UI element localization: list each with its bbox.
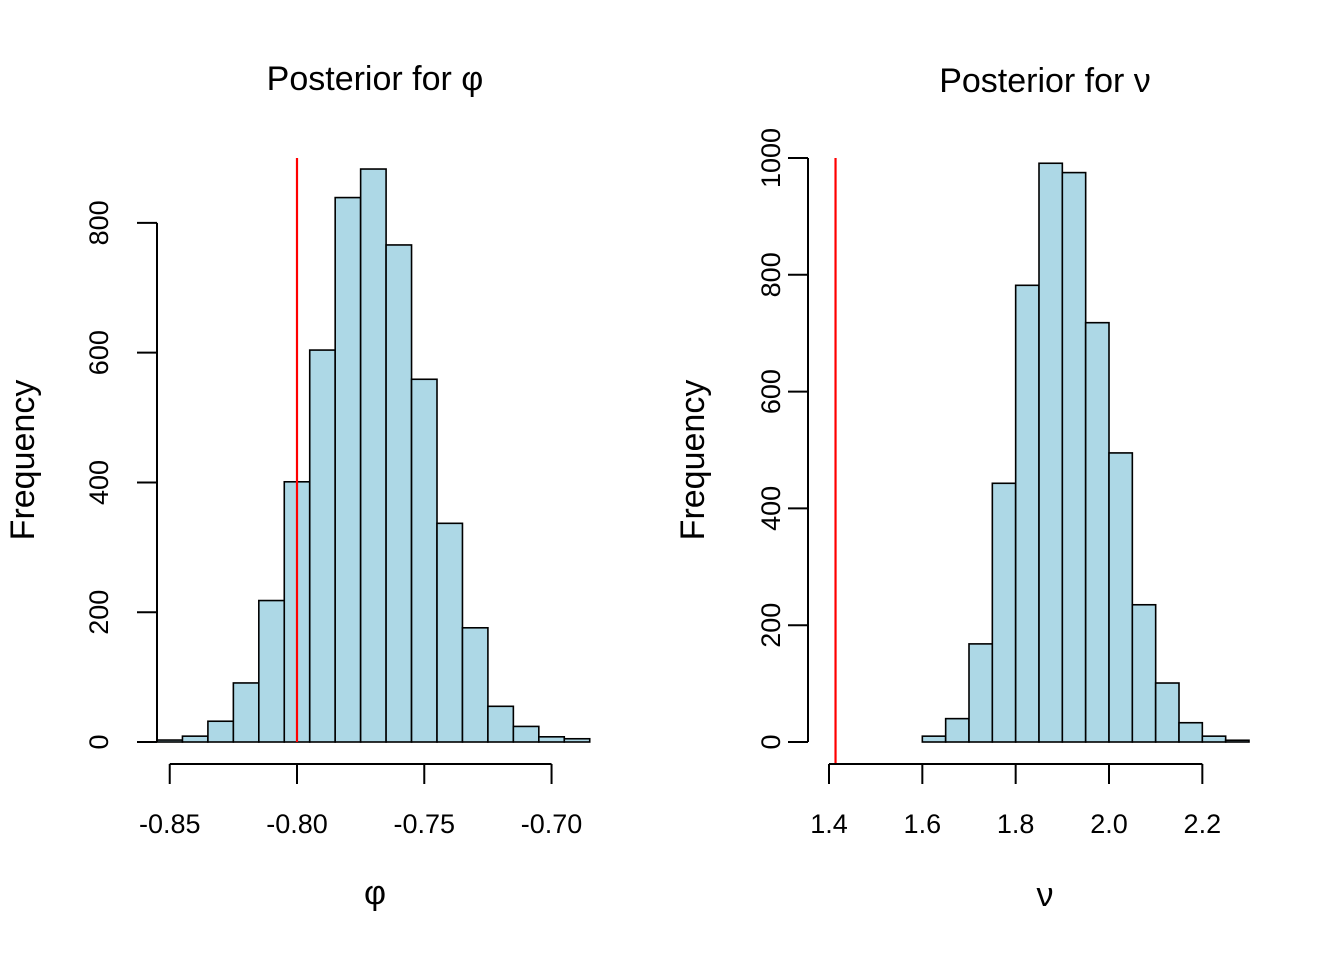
y-tick-label: 400	[756, 486, 786, 531]
x-tick-label: -0.85	[139, 809, 201, 839]
histogram-bar	[1178, 721, 1204, 743]
y-axis: 0 200 400 600 800	[84, 200, 158, 750]
histogram-bar	[1014, 284, 1040, 743]
y-tick-label: 800	[84, 200, 114, 245]
x-tick-label: -0.80	[266, 809, 328, 839]
histogram-bar	[258, 599, 286, 743]
x-axis: 1.4 1.6 1.8 2.0 2.2	[810, 763, 1222, 839]
x-tick-label: 1.4	[810, 809, 848, 839]
histogram-bar	[1038, 162, 1064, 743]
histogram-bar	[991, 482, 1017, 743]
y-tick-label: 200	[84, 590, 114, 635]
bars	[921, 162, 1250, 743]
x-tick-label: 2.2	[1184, 809, 1222, 839]
histogram-bar	[512, 725, 540, 743]
histogram-bar	[232, 682, 260, 743]
histogram-bar	[1131, 603, 1157, 743]
histogram-bar	[563, 737, 591, 743]
x-tick-label: -0.70	[521, 809, 583, 839]
histogram-bar	[359, 168, 387, 743]
y-tick-label: 400	[84, 460, 114, 505]
histogram-bar	[487, 705, 515, 743]
histogram-bar	[1154, 682, 1180, 743]
y-axis: 0 200 400 600 800 1000	[756, 128, 809, 750]
x-tick-label: 1.6	[904, 809, 942, 839]
histogram-bar	[1084, 321, 1110, 743]
histogram-bar	[968, 643, 994, 743]
nu-histogram-panel: Posterior for ν ν Frequency 1.4 1.6 1.8 2.0…	[674, 62, 1250, 914]
histogram-bar	[385, 244, 413, 743]
bars	[156, 168, 591, 743]
histogram-bar	[1108, 452, 1134, 743]
histogram-bar	[436, 522, 464, 743]
histogram-bar	[1201, 735, 1227, 743]
y-tick-label: 200	[756, 603, 786, 648]
y-tick-label: 600	[84, 330, 114, 375]
y-tick-label: 1000	[756, 128, 786, 188]
x-tick-label: 2.0	[1090, 809, 1128, 839]
histogram-bar	[944, 717, 970, 743]
histogram-bar	[410, 378, 438, 743]
chart-title: Posterior for φ	[267, 60, 484, 98]
histogram-bar	[461, 626, 489, 743]
histogram-bar	[538, 736, 566, 743]
y-axis-label: Frequency	[4, 380, 42, 541]
histogram-bar	[308, 349, 336, 743]
phi-histogram-panel: Posterior for φ φ Frequency -0.85 -0.80 -0…	[4, 60, 591, 912]
histogram-bar	[921, 735, 947, 743]
histogram-bar	[1224, 739, 1250, 743]
histogram-bar	[1061, 171, 1087, 743]
histogram-bar	[334, 196, 362, 743]
chart-title: Posterior for ν	[939, 62, 1151, 100]
y-axis-label: Frequency	[674, 380, 712, 541]
x-axis-label: ν	[1037, 876, 1054, 914]
y-tick-label: 800	[756, 252, 786, 297]
x-tick-label: 1.8	[997, 809, 1035, 839]
y-tick-label: 0	[756, 734, 786, 749]
y-tick-label: 600	[756, 369, 786, 414]
x-tick-label: -0.75	[393, 809, 455, 839]
y-tick-label: 0	[84, 734, 114, 749]
x-axis: -0.85 -0.80 -0.75 -0.70	[139, 763, 583, 839]
histogram-bar	[181, 735, 209, 743]
histogram-bar	[207, 720, 235, 743]
histogram-bar	[156, 739, 184, 743]
x-axis-label: φ	[364, 874, 386, 912]
